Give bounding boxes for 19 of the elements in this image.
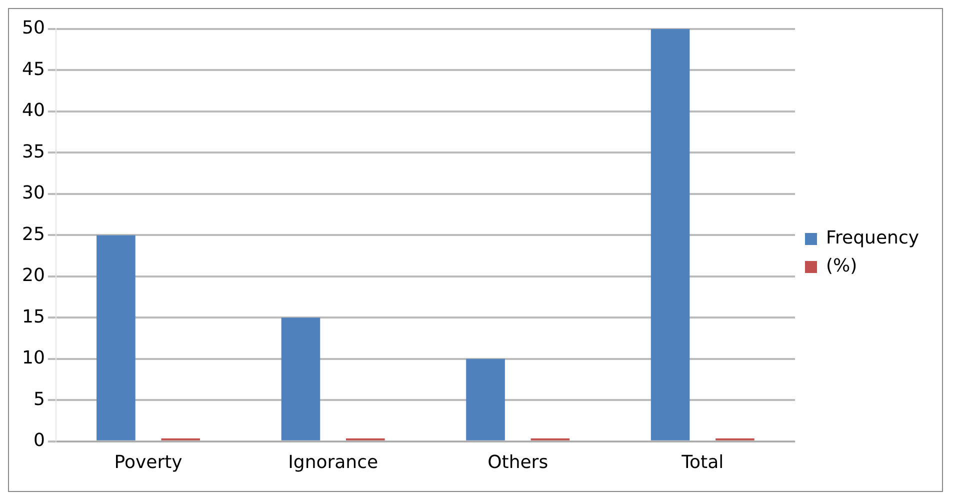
y-tick-label: 15 — [22, 306, 45, 328]
x-tick-label: Ignorance — [288, 452, 378, 473]
y-tick-label: 20 — [22, 265, 45, 286]
y-tick-label: 25 — [22, 224, 45, 245]
y-tick-label: 40 — [22, 100, 45, 122]
legend-label: (%) — [826, 256, 858, 277]
y-tick-label: 0 — [33, 430, 45, 452]
bar — [650, 29, 690, 440]
y-tick-label: 50 — [22, 18, 45, 39]
bar — [96, 235, 136, 440]
y-tick-label: 5 — [33, 388, 45, 410]
y-tick-label: 45 — [22, 58, 45, 80]
y-tick-label: 30 — [22, 182, 45, 204]
legend-label: Frequency — [826, 228, 920, 249]
x-tick-label: Others — [488, 452, 548, 473]
y-tick-label: 10 — [22, 348, 45, 369]
x-tick-label: Poverty — [114, 452, 183, 473]
x-tick-label: Total — [680, 452, 724, 473]
y-tick-label: 35 — [22, 141, 45, 162]
